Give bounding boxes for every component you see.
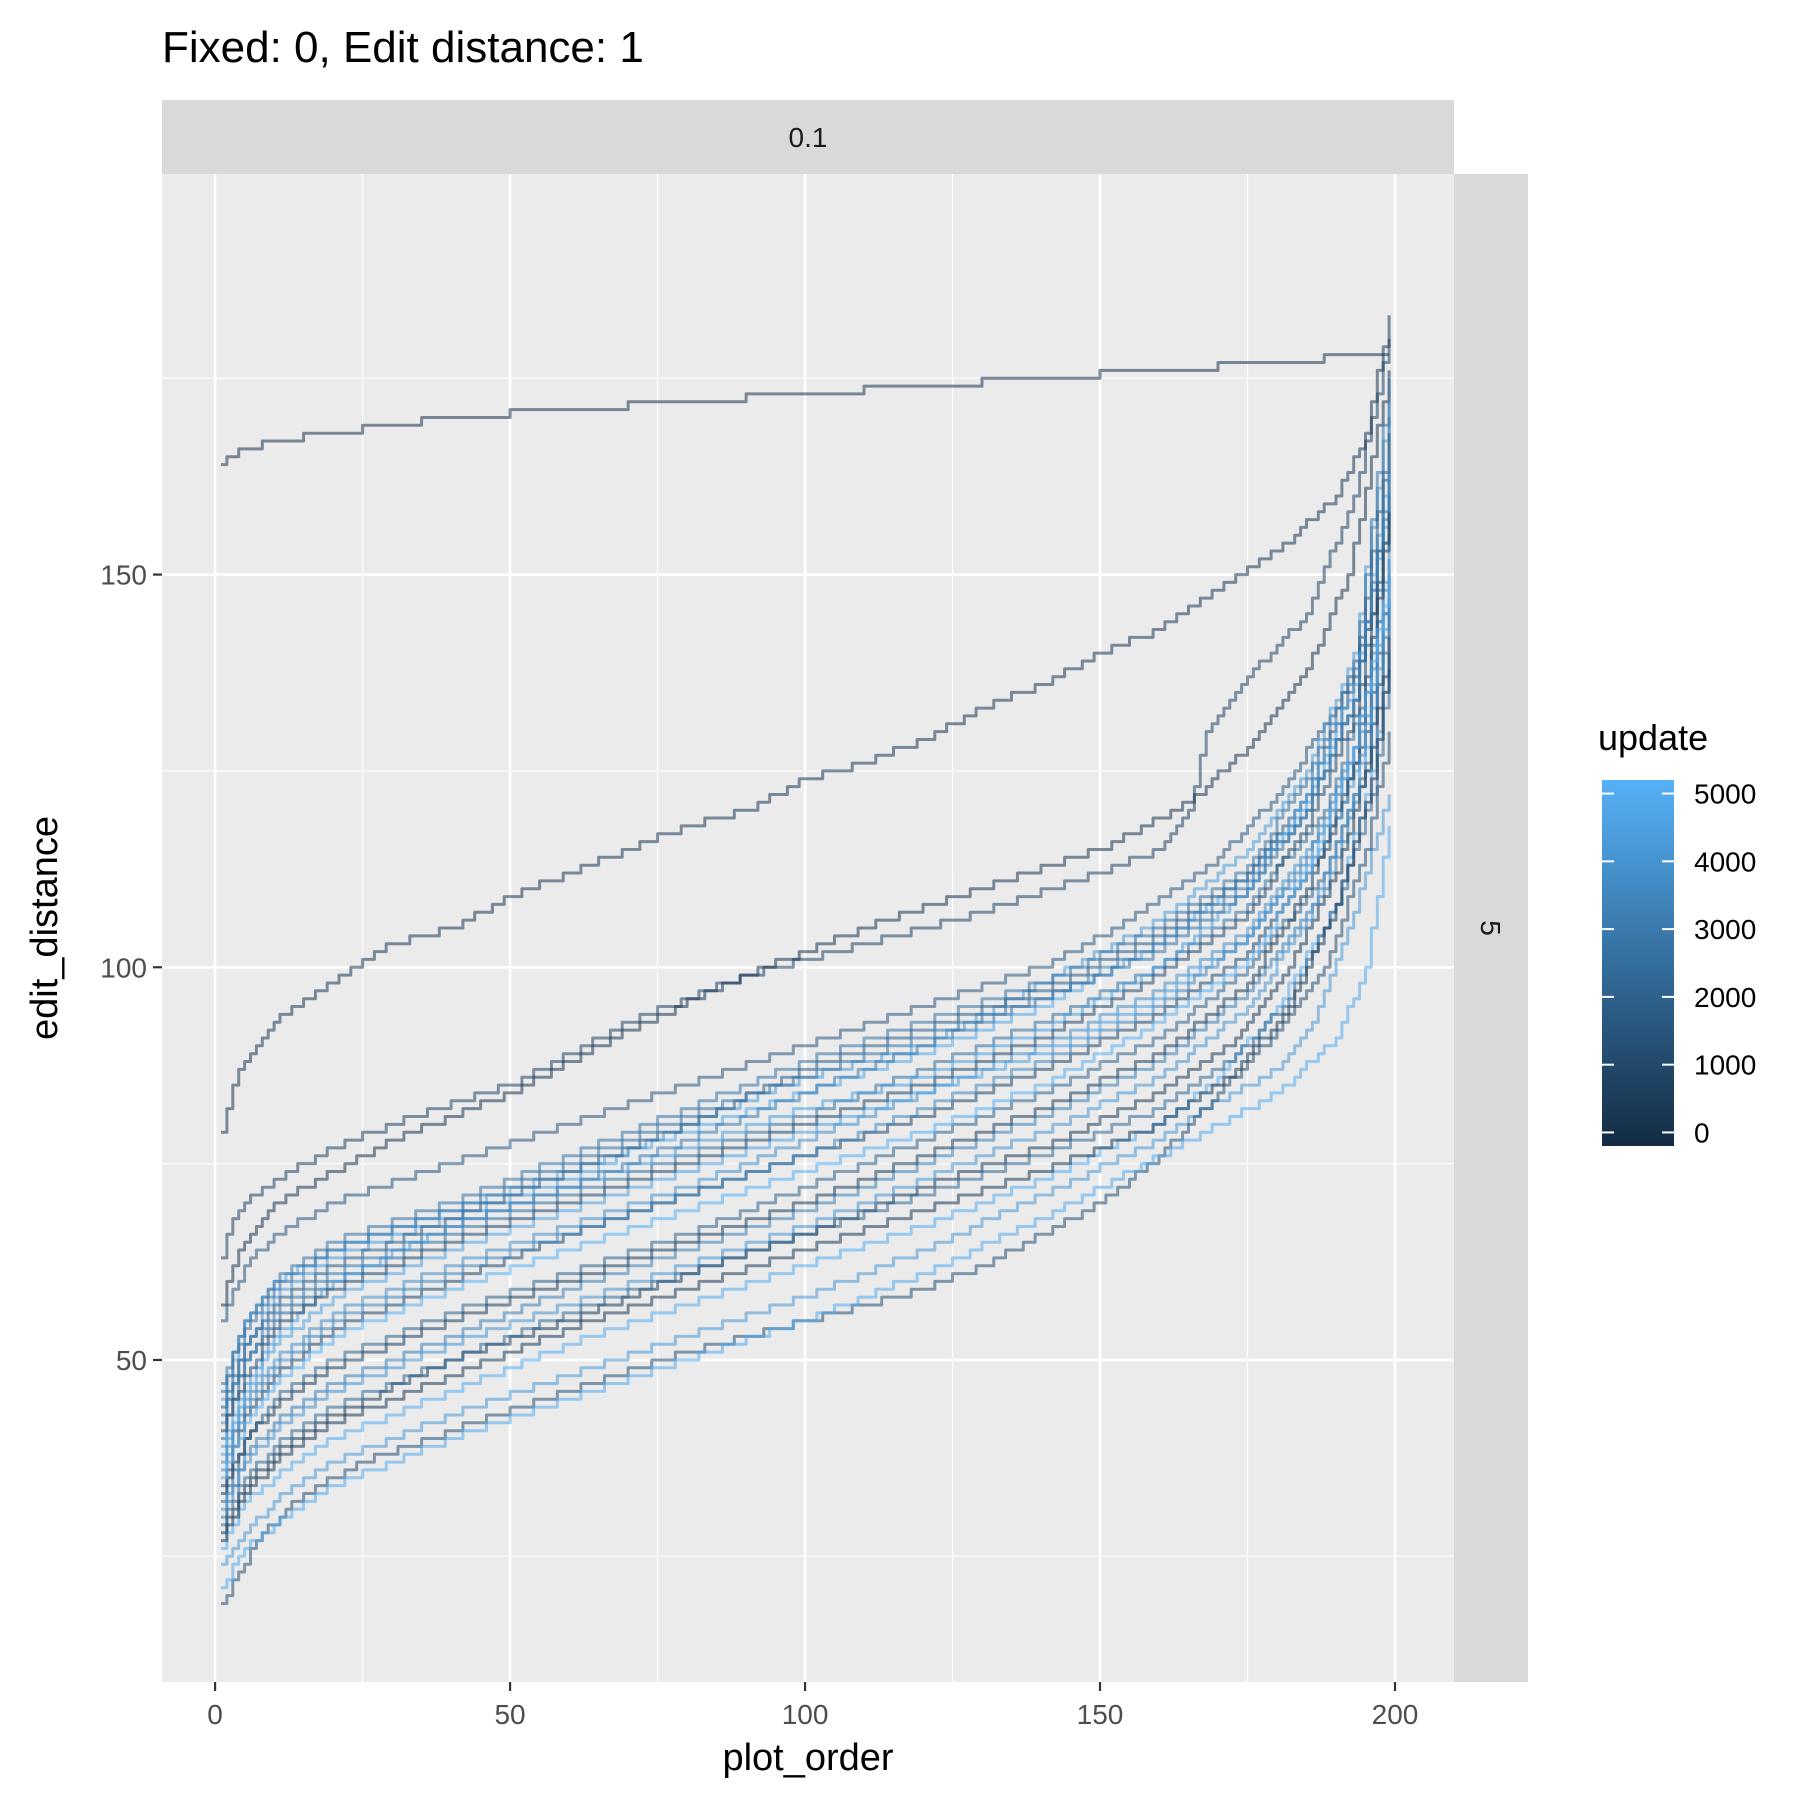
series-line [221,472,1391,1385]
legend-tick-label: 3000 [1694,914,1756,945]
series-line [221,338,1391,1260]
x-tick-label: 200 [1372,1699,1419,1730]
x-tick-label: 100 [782,1699,829,1730]
legend-tick-label: 5000 [1694,779,1756,810]
facet-row-label: 5 [1475,920,1506,936]
x-tick-label: 150 [1077,1699,1124,1730]
x-tick-label: 0 [207,1699,223,1730]
series-line [221,370,1391,1307]
series-line [221,315,1391,1134]
legend-tick-label: 0 [1694,1117,1710,1148]
series-line [221,794,1391,1566]
y-tick-label: 100 [100,952,147,983]
y-axis-title: edit_distance [24,816,66,1040]
y-tick-label: 150 [100,560,147,591]
series-line [221,511,1391,1495]
series-line [221,511,1391,1433]
legend-colorbar [1602,780,1674,1146]
series-line [221,825,1391,1590]
series-line [221,417,1391,1323]
legend-tick-label: 4000 [1694,846,1756,877]
series-line [221,731,1391,1605]
legend-tick-label: 1000 [1694,1050,1756,1081]
x-axis-title: plot_order [722,1737,893,1779]
legend: 0 1000 2000 3000 4000 5000 [1602,779,1756,1148]
series-line [221,558,1391,1464]
series-line [221,574,1391,1511]
series-line [221,613,1391,1503]
series-line [221,653,1391,1543]
legend-tick-label: 2000 [1694,982,1756,1013]
series-line [221,653,1391,1550]
facet-strip-right [1454,174,1528,1682]
series-layer [221,315,1391,1605]
series-line [221,353,1390,467]
chart-title: Fixed: 0, Edit distance: 1 [162,23,644,72]
x-tick-label: 50 [494,1699,525,1730]
series-line [221,574,1391,1480]
facet-column-label: 0.1 [789,122,828,153]
axis-layer: 0 50 100 150 200 50 100 150 [100,560,1418,1730]
legend-title: update [1598,717,1708,758]
series-line [221,637,1391,1535]
y-tick-label: 50 [116,1345,147,1376]
grid-layer [162,174,1454,1682]
facet-strip-top [162,100,1454,174]
series-line [221,598,1391,1519]
